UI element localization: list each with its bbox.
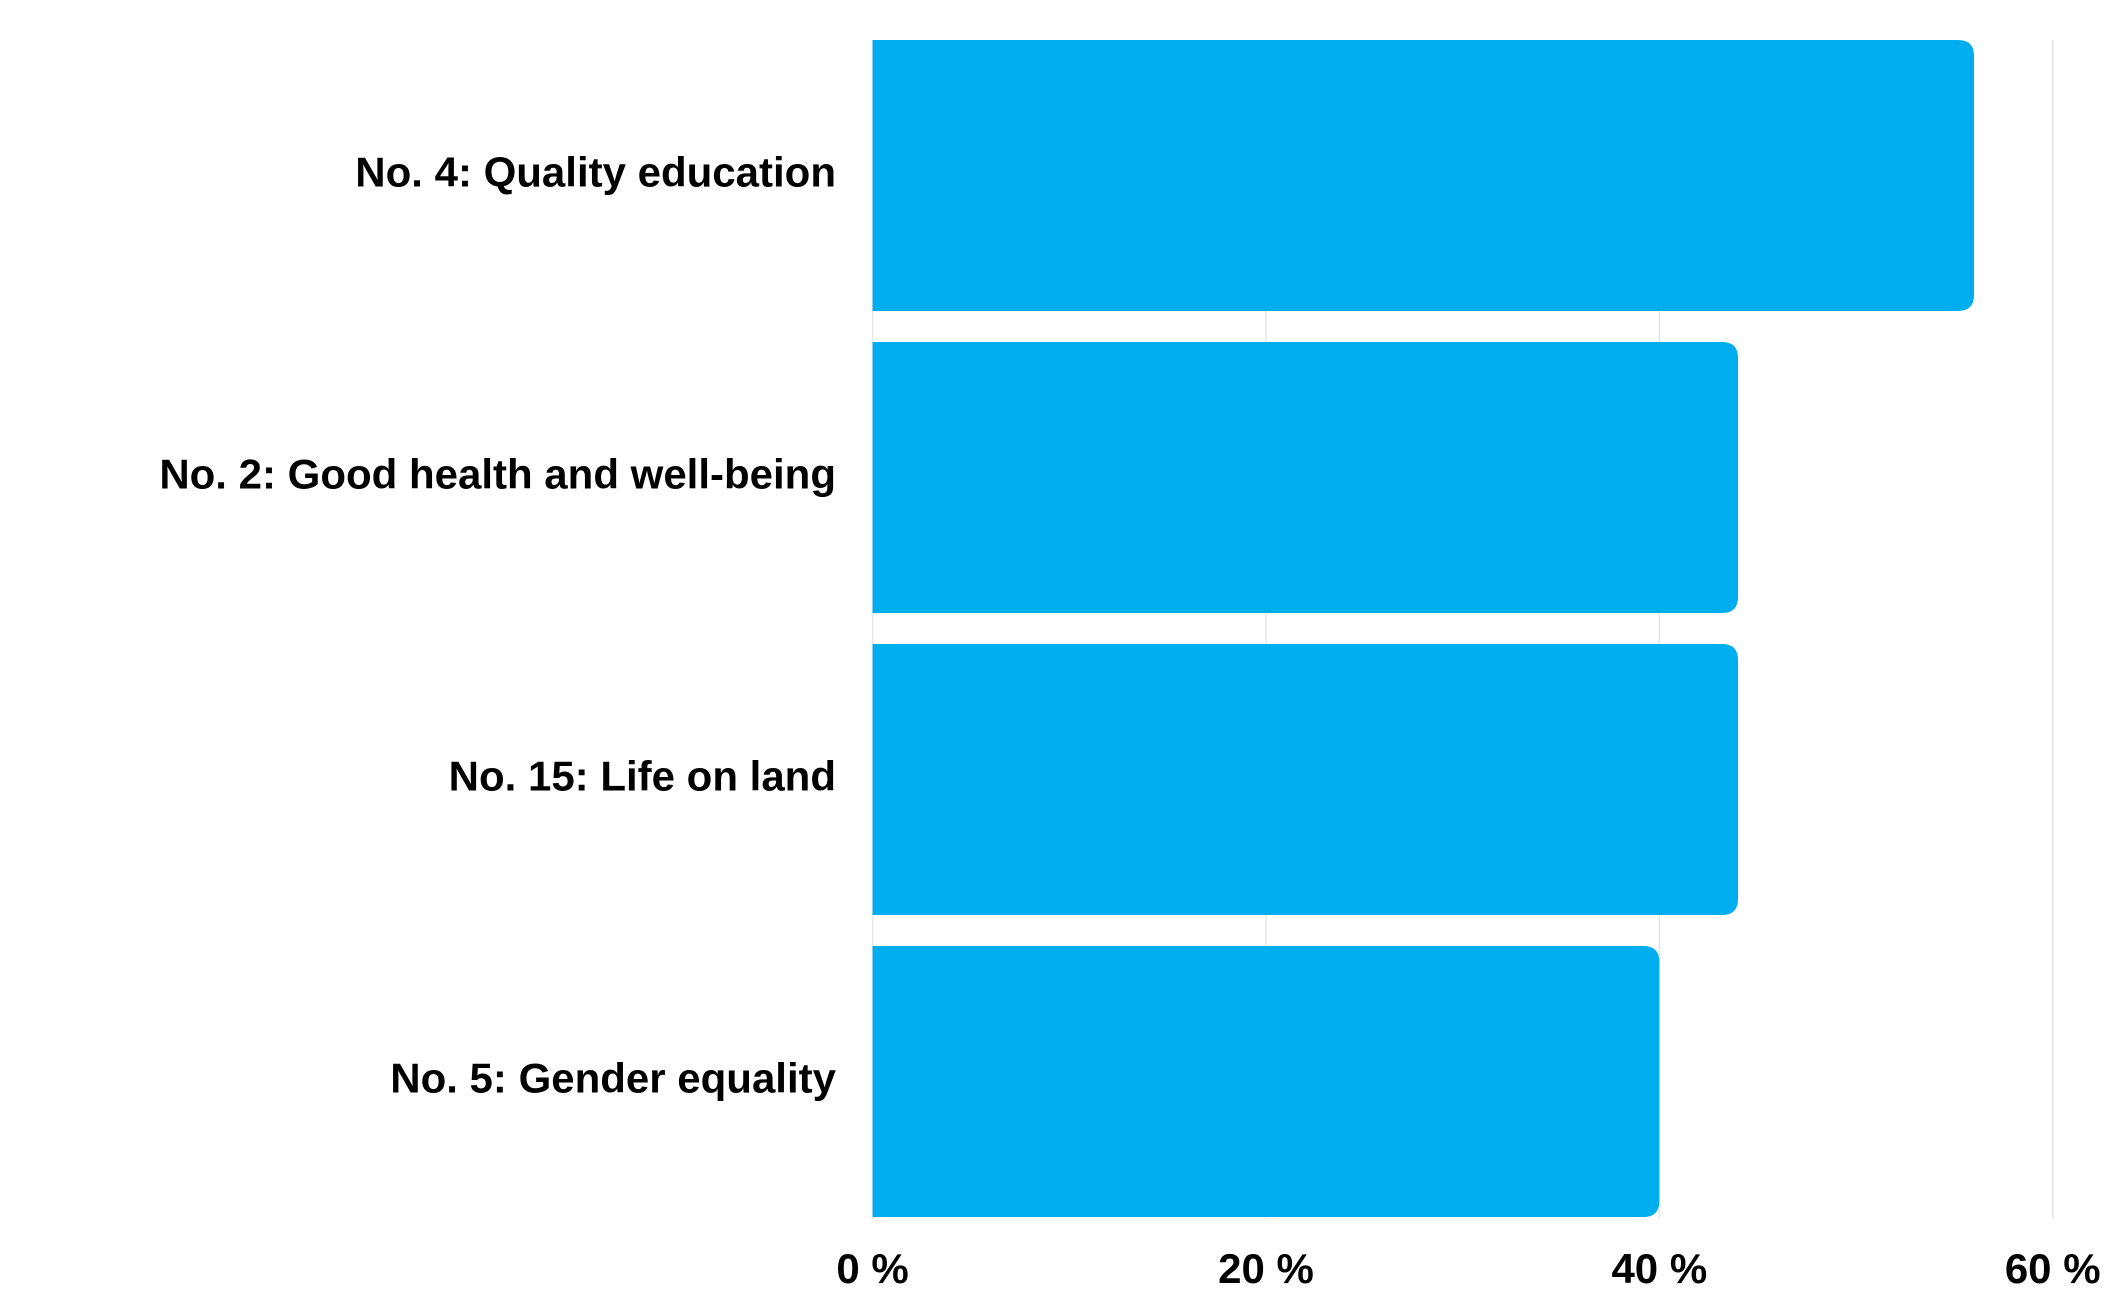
x-tick-label: 20 %	[1218, 1245, 1314, 1292]
y-tick-label: No. 2: Good health and well-being	[159, 451, 836, 498]
bar	[872, 946, 1660, 1217]
bar	[872, 40, 1975, 311]
y-tick-label: No. 4: Quality education	[355, 149, 836, 196]
bar	[872, 644, 1739, 915]
y-tick-label: No. 5: Gender equality	[390, 1055, 836, 1102]
bar	[872, 342, 1739, 613]
x-tick-label: 40 %	[1611, 1245, 1707, 1292]
x-tick-label: 60 %	[2005, 1245, 2101, 1292]
y-tick-label: No. 15: Life on land	[449, 753, 836, 800]
x-tick-label: 0 %	[836, 1245, 908, 1292]
